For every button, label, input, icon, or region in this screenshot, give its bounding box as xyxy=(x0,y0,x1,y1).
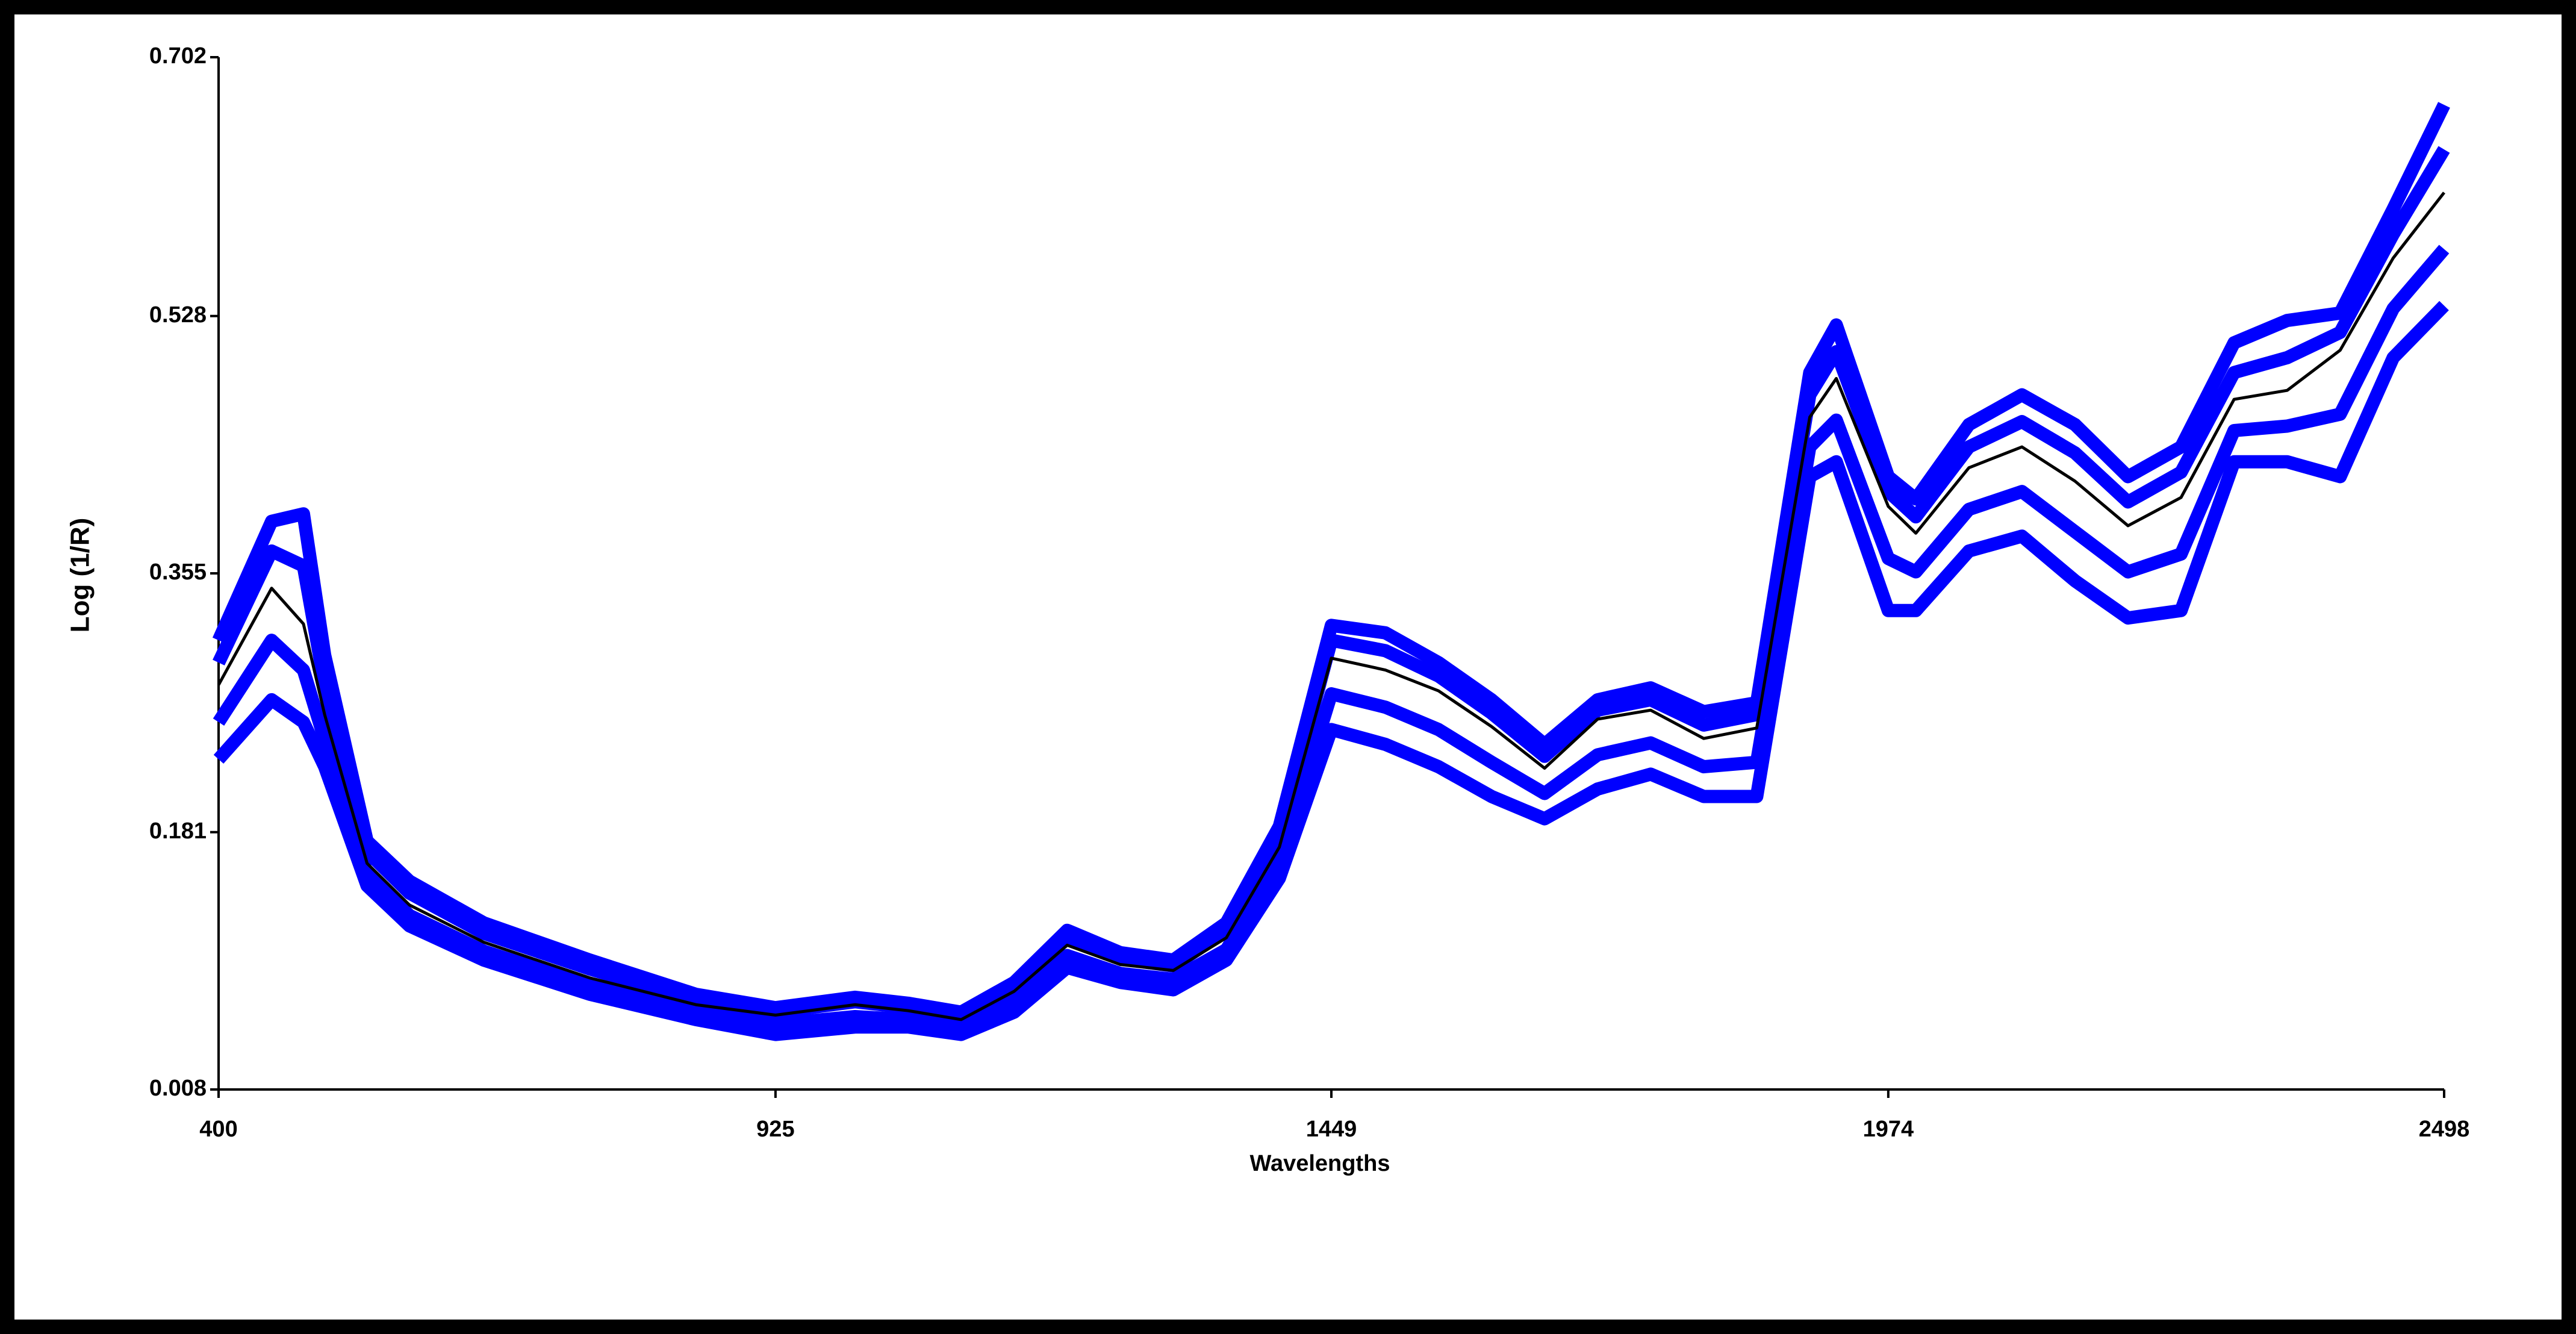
y-tick-label: 0.181 xyxy=(149,818,207,844)
x-axis-title: Wavelengths xyxy=(1250,1151,1390,1176)
spectrum-line xyxy=(212,102,2450,1019)
y-tick-label: 0.355 xyxy=(149,559,207,585)
x-tick-label: 1974 xyxy=(1863,1117,1914,1142)
y-tick-label: 0.528 xyxy=(149,302,207,328)
y-tick-label: 0.008 xyxy=(149,1076,207,1101)
x-tick-label: 2498 xyxy=(2419,1117,2470,1142)
x-tick-label: 1449 xyxy=(1306,1117,1357,1142)
y-axis-title: Log (1/R) xyxy=(66,518,95,633)
spectrum-line xyxy=(213,245,2450,1034)
x-tick-label: 925 xyxy=(756,1117,794,1142)
spectrum-line xyxy=(213,146,2450,1023)
x-tick-label: 400 xyxy=(199,1117,237,1142)
spectrum-line xyxy=(217,192,2445,1021)
y-tick-label: 0.702 xyxy=(149,43,207,69)
spectrum-line xyxy=(213,301,2449,1041)
